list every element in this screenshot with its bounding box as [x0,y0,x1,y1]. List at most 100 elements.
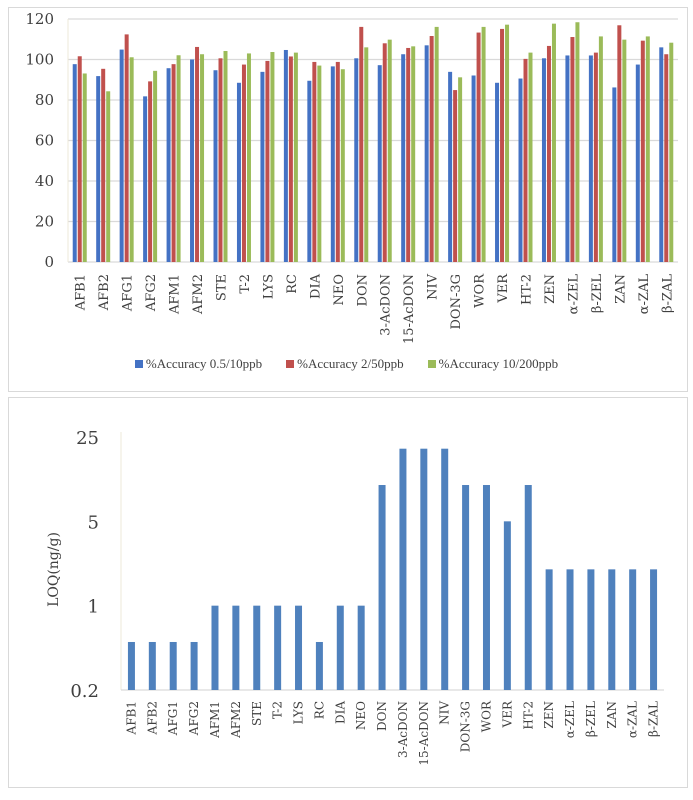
accuracy-chart: 0 20 40 60 80 100 120 AFB1 AFB2 AFG1 AFG2 AFM1 AFM2 S… [25,10,678,344]
bar-2 [124,34,129,262]
bar-1 [190,59,195,262]
x-tick-label: DIA [333,701,347,724]
x-tick-label: T-2 [271,701,285,719]
bar-3 [434,26,439,263]
bar-3 [153,70,158,262]
x-tick-label: LYS [261,274,276,299]
x-tick-label: DIA [308,273,323,299]
loq-bar [441,448,449,690]
loq-bar [545,569,553,690]
x-tick-label: ZAN [613,274,628,304]
bar-2 [523,58,528,262]
bar-1 [424,45,429,263]
bar-3 [458,77,463,262]
bar-3 [223,50,228,263]
x-tick-label: 15-AcDON [402,274,417,344]
y-tick-label: 120 [25,10,54,28]
bar-3 [293,52,298,262]
bar-2 [476,32,481,262]
loq-bar [650,569,658,690]
x-tick-label: AFG2 [187,701,201,736]
bar-3 [340,69,345,262]
bar-3 [505,24,510,263]
bar-2 [265,60,270,263]
bar-1 [283,49,288,262]
bar-1 [236,82,241,262]
x-tick-label: 15-AcDON [417,701,431,766]
bar-2 [500,28,505,262]
bar-2 [171,64,176,262]
x-tick-label: α-ZAL [637,274,652,315]
x-tick-label: LYS [292,701,306,724]
x-tick-label: β-ZAL [660,274,675,313]
bar-3 [645,36,650,262]
bar-2 [359,26,364,263]
bar-1 [471,75,476,262]
loq-bar [232,605,240,690]
y-tick-label: 25 [76,428,99,449]
loq-bar [211,605,219,690]
bar-1 [401,54,406,262]
bar-1 [260,71,265,262]
x-tick-label: DON [375,701,389,731]
x-tick-label: NEO [332,274,347,306]
bar-2 [77,56,82,263]
bar-1 [588,55,593,263]
x-tick-label: NIV [438,701,452,725]
bar-2 [218,58,223,262]
y-tick-label: 60 [35,132,54,150]
bar-3 [528,52,533,262]
y-tick-label: 0 [44,253,54,271]
bar-1 [541,58,546,262]
bar-2 [593,52,598,262]
bar-2 [148,81,153,263]
bar-1 [72,64,77,262]
x-tick-label: DON-3G [459,701,473,752]
loq-bar [315,641,323,690]
x-tick-label: NEO [354,701,368,730]
bar-1 [166,68,171,263]
loq-bar [357,605,365,690]
loq-bar [336,605,344,690]
bar-3 [176,55,181,263]
bar-1 [612,87,617,262]
bar-1 [307,80,312,262]
bar-3 [387,39,392,262]
bar-2 [640,40,645,263]
bar-3 [200,54,205,262]
x-tick-label: β-ZEL [584,701,598,737]
x-tick-label: HT-2 [520,274,535,305]
bar-1 [213,70,218,262]
x-tick-label: DON [355,274,370,306]
legend-swatch-green [427,360,436,368]
bar-3 [551,23,556,262]
x-tick-label: 3-AcDON [396,701,410,758]
x-tick-label: β-ZAL [647,701,661,737]
loq-bar [587,569,595,690]
loq-bar [274,605,282,690]
loq-bar [295,605,303,690]
bar-2 [312,61,317,263]
loq-bar [378,485,386,690]
x-tick-label: NIV [426,273,441,300]
loq-bar [482,485,490,690]
loq-bar [629,569,637,690]
x-tick-label: VER [496,273,511,304]
bar-2 [335,61,340,263]
x-tick-label: α-ZEL [563,701,577,738]
bar-3 [622,39,627,262]
bar-2 [429,36,434,263]
loq-bar [566,569,574,690]
legend-item-series-3: %Accuracy 10/200ppb [427,356,558,372]
loq-bar [127,641,135,690]
bar-2 [453,90,458,262]
x-tick-label: AFB2 [145,701,159,735]
bar-3 [129,57,134,263]
y-tick-label: 40 [35,172,54,190]
bar-1 [659,47,664,262]
bar-3 [598,36,603,262]
bar-3 [82,73,87,262]
x-tick-label: AFM2 [191,274,206,315]
bar-3 [364,47,369,262]
